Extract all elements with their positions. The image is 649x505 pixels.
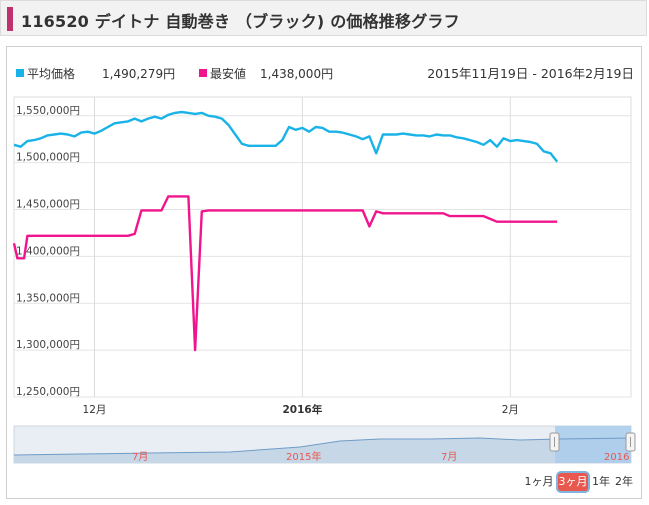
navigator-label-4: 2016 [604,452,629,463]
legend-min-swatch [199,69,207,77]
legend-min-label: 最安値 [210,66,246,81]
title-accent-bar [7,7,13,31]
y-tick-label: 1,400,000円 [16,245,80,257]
navigator-selection[interactable] [555,426,631,463]
y-tick-label: 1,450,000円 [16,199,80,211]
legend-min-value: 1,438,000円 [260,67,333,81]
y-tick-label: 1,500,000円 [16,152,80,164]
range-button-2y[interactable]: 2年 [615,475,633,488]
date-range-label: 2015年11月19日 - 2016年2月19日 [427,66,634,81]
y-tick-label: 1,550,000円 [16,105,80,117]
x-axis-ticks: 12月 2016年 2月 [83,403,519,416]
chart-panel [6,46,642,499]
x-tick-label: 2月 [502,404,519,416]
legend-avg-swatch [16,69,24,77]
range-button-3m[interactable]: 3ヶ月 [558,473,588,491]
x-tick-label: 2016年 [283,403,323,416]
page-title: 116520 デイトナ 自動巻き （ブラック) の価格推移グラフ [21,12,460,31]
navigator-label-3: 7月 [441,451,457,463]
legend-avg-value: 1,490,279円 [102,67,175,81]
navigator-area [14,438,631,463]
range-button-1y[interactable]: 1年 [592,475,610,488]
title-bar: 116520 デイトナ 自動巻き （ブラック) の価格推移グラフ [0,0,647,36]
series-avg-price-line [13,110,559,163]
navigator-label-2: 2015年 [286,450,321,463]
legend-avg-label: 平均価格 [27,66,75,81]
navigator-avg-line [13,437,632,456]
x-tick-label: 12月 [83,404,107,416]
y-axis-ticks: 1,550,000円 1,500,000円 1,450,000円 1,400,000円… [16,105,80,398]
y-tick-label: 1,350,000円 [16,292,80,304]
range-button-1m[interactable]: 1ヶ月 [524,475,554,488]
y-tick-label: 1,300,000円 [16,339,80,351]
grid-lines [14,97,631,398]
series-min-price-line [12,195,558,352]
y-tick-label: 1,250,000円 [16,386,80,398]
series-group [12,110,559,352]
navigator-label-1: 7月 [132,451,148,463]
plot-area [13,96,632,398]
